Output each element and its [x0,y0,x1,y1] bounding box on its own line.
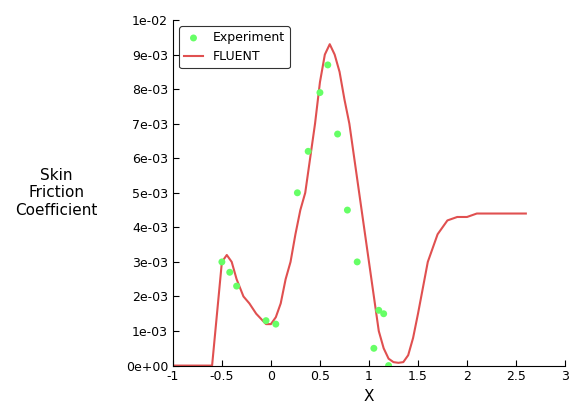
FLUENT [169,363,176,368]
Legend: Experiment, FLUENT: Experiment, FLUENT [179,26,290,68]
Experiment [384,362,393,369]
Experiment [304,148,313,155]
Line: FLUENT: FLUENT [173,44,526,366]
X-axis label: X: X [364,389,374,404]
FLUENT [376,328,383,334]
Experiment [353,259,362,265]
Y-axis label: Skin
Friction
Coefficient: Skin Friction Coefficient [15,168,98,218]
Experiment [293,189,302,196]
FLUENT [228,259,235,264]
Experiment [271,321,280,328]
Experiment [379,310,388,317]
Experiment [217,259,227,265]
Experiment [343,207,352,213]
FLUENT [385,356,392,361]
Experiment [369,345,378,352]
FLUENT [493,211,500,216]
Experiment [374,307,384,314]
Experiment [232,283,241,290]
Experiment [315,89,325,96]
FLUENT [307,156,314,161]
Experiment [262,317,271,324]
FLUENT [522,211,529,216]
FLUENT [326,41,333,47]
Experiment [323,62,332,68]
FLUENT [341,97,348,102]
Experiment [225,269,234,276]
Experiment [333,131,342,137]
